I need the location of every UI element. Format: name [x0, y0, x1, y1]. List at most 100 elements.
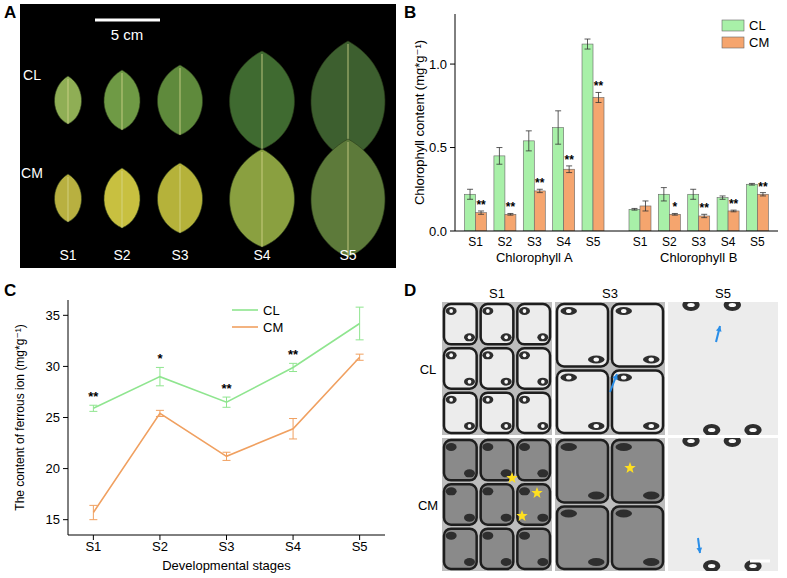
legend-label: CL	[749, 18, 766, 33]
chloroplast	[519, 351, 530, 359]
chloroplast	[561, 443, 578, 451]
error-bar	[642, 201, 648, 211]
significance: **	[88, 389, 99, 404]
significance: **	[594, 79, 604, 93]
chloroplast	[446, 532, 457, 540]
cell	[612, 507, 663, 570]
leaf-midrib	[348, 142, 349, 257]
error-cap	[356, 339, 364, 340]
group-label: Chlorophyll A	[496, 250, 573, 265]
starch-grain	[449, 353, 453, 357]
chloroplast	[482, 487, 493, 495]
leaf-midrib	[262, 152, 263, 247]
starch-grain	[541, 335, 545, 339]
significance: **	[221, 381, 232, 396]
chloroplast	[482, 351, 493, 359]
series-line	[93, 357, 359, 512]
starch-grain	[649, 358, 655, 362]
error-bar	[89, 405, 97, 411]
bar	[699, 216, 710, 231]
legend-label: CM	[263, 320, 283, 335]
chloroplast	[703, 424, 720, 435]
micrograph	[668, 302, 778, 435]
cell	[481, 304, 514, 344]
micrograph	[555, 302, 665, 435]
error-cap	[223, 452, 231, 453]
chloroplast	[446, 443, 457, 451]
error-bar	[596, 92, 602, 102]
chloroplast	[464, 422, 475, 430]
lines	[89, 307, 363, 520]
error-cap	[223, 407, 231, 408]
chloroplast	[616, 307, 633, 315]
starch-grain	[749, 564, 756, 568]
error-cap	[356, 354, 364, 355]
legend-swatch	[722, 20, 744, 31]
y-tick-label: 20	[46, 461, 60, 476]
bar	[564, 169, 575, 231]
starch-grain	[687, 439, 694, 443]
chloroplast	[537, 558, 548, 566]
starch-grain	[541, 380, 545, 384]
error-line	[293, 363, 294, 371]
cell	[444, 484, 477, 524]
bar	[757, 194, 768, 231]
arrow-head	[696, 547, 702, 553]
error-cap	[731, 211, 737, 212]
arrow-shaft	[610, 374, 617, 392]
x-tick-label: S1	[468, 235, 483, 249]
x-tick-label: S3	[219, 539, 235, 554]
error-bar	[289, 363, 297, 371]
starch-grain	[486, 353, 490, 357]
chloroplast	[588, 422, 605, 430]
error-cap	[690, 199, 696, 200]
leaf	[230, 149, 295, 247]
y-tick	[63, 417, 68, 418]
error-cap	[537, 192, 543, 193]
chloroplast	[482, 396, 493, 404]
error-cap	[720, 199, 726, 200]
legend-label: CL	[263, 303, 280, 318]
chloroplast	[446, 351, 457, 359]
error-line	[693, 189, 694, 199]
cell	[444, 393, 477, 433]
y-tick	[450, 147, 455, 148]
bar	[505, 214, 516, 231]
leaf-midrib	[68, 177, 69, 222]
leaf	[54, 174, 81, 222]
error-bar	[720, 196, 726, 199]
error-line	[359, 307, 360, 340]
error-bar	[496, 148, 502, 165]
significance: **	[758, 180, 768, 194]
cell	[444, 440, 477, 480]
starch-grain	[449, 309, 453, 313]
error-line	[93, 505, 94, 519]
error-cap	[89, 519, 97, 520]
cell	[481, 348, 514, 388]
cell	[444, 304, 477, 344]
chloroplast	[464, 469, 475, 477]
error-line	[226, 452, 227, 460]
scale-bar	[95, 19, 160, 22]
stage-label: S2	[113, 247, 130, 263]
bar	[669, 214, 680, 231]
panel-letter: D	[404, 281, 416, 300]
y-axis	[455, 14, 456, 231]
y-tick-label: 25	[46, 410, 60, 425]
chloroplast	[588, 492, 605, 500]
error-line	[470, 189, 471, 199]
y-tick-label: 0.5	[429, 140, 447, 155]
series-line	[93, 324, 359, 409]
panel-letter: B	[404, 3, 416, 22]
y-axis-title: Chlorophyll content (mg*g⁻¹)	[412, 40, 427, 205]
cell	[481, 529, 514, 569]
stage-label: S1	[59, 247, 76, 263]
error-line	[159, 410, 160, 416]
chloroplast	[561, 510, 578, 518]
leaf	[104, 168, 140, 228]
cell	[557, 304, 608, 367]
error-cap	[89, 505, 97, 506]
figure: A5 cmCLCMS1S2S3S4S5B*****************0.0…	[0, 0, 787, 578]
x-tick-label: S3	[527, 235, 542, 249]
chloroplast	[643, 422, 660, 430]
